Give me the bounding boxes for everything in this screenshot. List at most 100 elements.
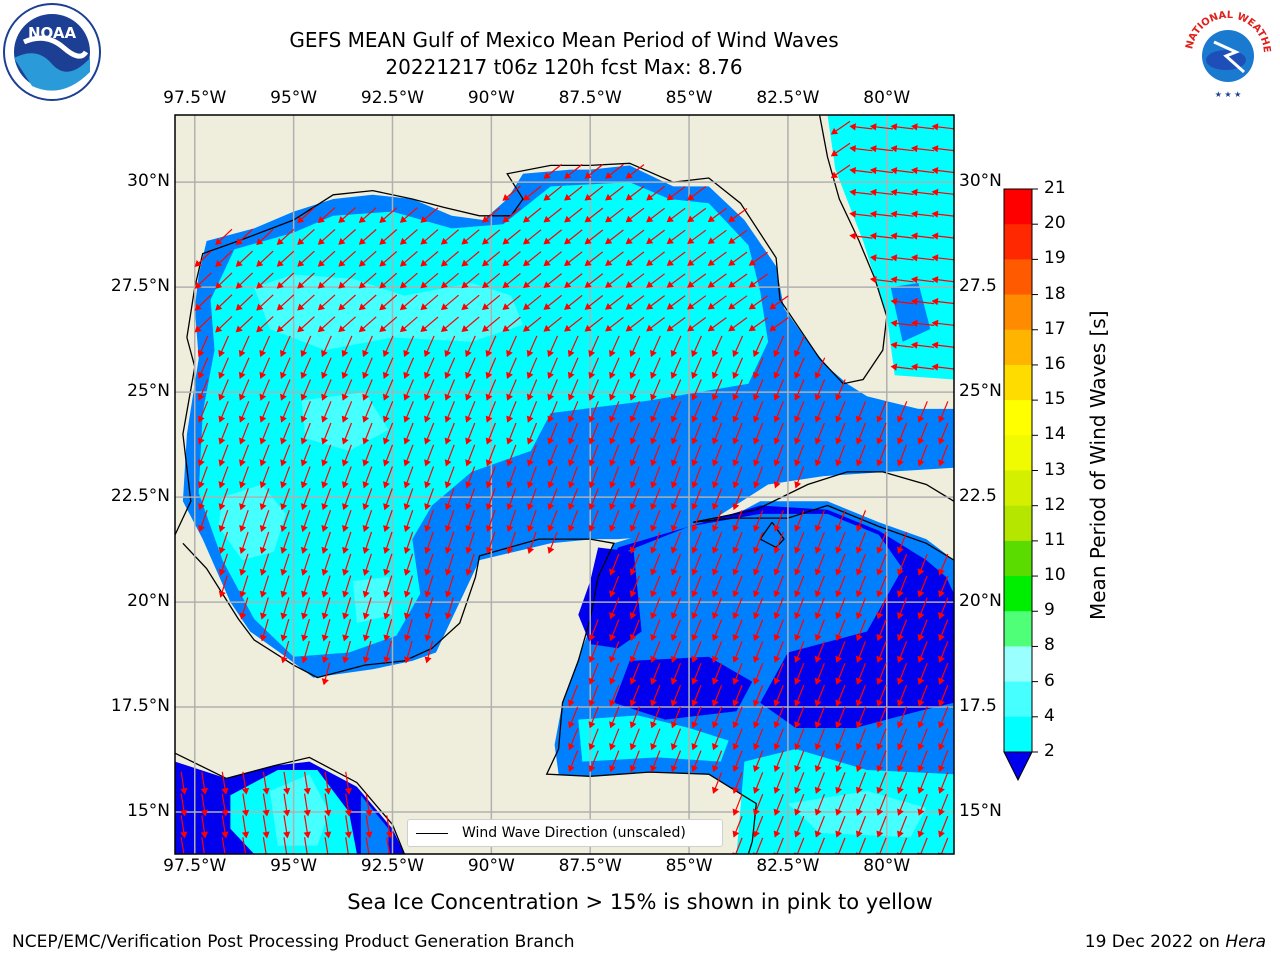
- map-title-line-1: GEFS MEAN Gulf of Mexico Mean Period of …: [289, 28, 839, 52]
- wind-wave-arrow: [835, 772, 846, 794]
- wind-wave-arrow: [403, 488, 414, 511]
- wind-wave-arrow: [876, 728, 887, 751]
- wind-wave-arrow: [567, 357, 579, 379]
- wind-wave-arrow: [855, 401, 867, 423]
- wind-wave-arrow: [931, 341, 954, 349]
- wind-wave-arrow: [342, 619, 352, 642]
- wind-wave-arrow: [605, 229, 624, 245]
- wind-wave-arrow: [301, 619, 310, 642]
- wind-wave-arrow: [197, 335, 209, 358]
- wind-wave-arrow: [588, 466, 599, 489]
- wind-wave-arrow: [691, 335, 702, 358]
- wind-wave-arrow: [303, 815, 311, 839]
- gulf-water-band-6-8-south: [352, 576, 393, 624]
- wind-wave-arrow: [938, 401, 949, 423]
- wind-wave-arrow: [502, 273, 521, 289]
- colorbar-tick-label: 18: [1044, 283, 1066, 304]
- wind-wave-arrow: [358, 207, 377, 223]
- wind-wave-arrow: [687, 186, 707, 201]
- wind-wave-arrow: [465, 379, 476, 401]
- wind-wave-arrow: [794, 466, 805, 489]
- wind-wave-arrow: [235, 228, 254, 246]
- colorbar-tick-label: 8: [1044, 635, 1055, 656]
- wind-wave-arrow: [424, 553, 434, 576]
- wind-wave-arrow: [383, 466, 393, 489]
- wind-wave-arrow: [301, 575, 311, 598]
- wind-wave-arrow: [911, 254, 935, 262]
- wind-wave-arrow: [506, 531, 516, 555]
- wind-wave-arrow: [650, 575, 661, 598]
- wind-wave-arrow: [506, 422, 517, 445]
- wind-wave-arrow: [917, 422, 928, 445]
- wind-wave-arrow: [324, 793, 332, 817]
- wind-wave-arrow: [794, 772, 805, 794]
- wind-wave-arrow: [748, 317, 768, 332]
- wind-wave-arrow: [321, 640, 331, 664]
- wind-wave-arrow: [324, 815, 332, 839]
- wind-wave-arrow: [711, 553, 723, 576]
- wind-wave-arrow: [773, 706, 784, 729]
- wind-wave-arrow: [897, 444, 908, 467]
- wind-wave-arrow: [304, 837, 311, 854]
- wind-wave-arrow: [691, 575, 702, 598]
- wind-wave-arrow: [794, 401, 805, 423]
- wind-wave-arrow: [588, 422, 599, 445]
- wind-wave-arrow: [403, 466, 414, 489]
- wind-wave-arrow: [625, 164, 645, 179]
- wind-wave-arrow: [338, 272, 357, 289]
- wind-wave-arrow: [855, 597, 867, 620]
- wind-wave-arrow: [444, 401, 455, 423]
- atlantic-water-band-2-4: [890, 283, 931, 342]
- sea-ice-note: Sea Ice Concentration > 15% is shown in …: [347, 890, 933, 914]
- wind-wave-arrow: [365, 793, 373, 817]
- wind-wave-arrow: [666, 317, 686, 332]
- wind-wave-arrow: [362, 531, 373, 555]
- lon-label-top: 95°W: [270, 88, 318, 108]
- wind-wave-arrow: [650, 510, 661, 532]
- wind-wave-arrow: [481, 316, 501, 332]
- wind-wave-arrow: [235, 272, 254, 289]
- wind-wave-arrow: [931, 188, 954, 196]
- wind-wave-arrow: [917, 575, 928, 598]
- colorbar-band: [1004, 329, 1032, 366]
- wind-wave-arrow: [568, 706, 579, 729]
- wind-wave-arrow: [215, 272, 233, 289]
- wind-wave-arrow: [917, 619, 928, 642]
- wind-wave-arrow: [440, 229, 459, 245]
- wind-wave-arrow: [321, 531, 331, 555]
- wind-wave-arrow: [358, 316, 377, 333]
- wind-wave-arrow: [650, 444, 661, 467]
- wind-wave-arrow: [605, 251, 624, 267]
- wind-wave-arrow: [502, 316, 521, 332]
- wind-wave-arrow: [506, 335, 517, 358]
- wind-wave-arrow: [629, 444, 640, 467]
- wind-wave-arrow: [280, 619, 290, 642]
- wind-wave-arrow: [444, 597, 454, 620]
- wind-wave-arrow: [506, 444, 517, 467]
- wind-wave-arrow: [420, 294, 439, 311]
- wind-wave-arrow: [239, 422, 250, 445]
- wind-wave-arrow: [461, 294, 480, 311]
- wind-wave-arrow: [341, 379, 353, 401]
- wind-wave-arrow: [300, 379, 312, 401]
- wind-wave-arrow: [218, 335, 230, 358]
- wind-wave-arrow: [938, 444, 949, 467]
- wind-wave-arrow: [876, 401, 887, 423]
- wind-wave-arrow: [297, 272, 315, 289]
- wind-wave-arrow: [876, 422, 887, 445]
- wind-wave-arrow: [403, 575, 413, 598]
- pacific-water-band-2-4: [360, 795, 389, 854]
- wind-wave-arrow: [897, 662, 908, 685]
- wind-wave-arrow: [584, 316, 604, 332]
- wind-wave-arrow: [283, 815, 291, 839]
- wind-wave-arrow: [670, 750, 682, 773]
- wind-wave-arrow: [259, 401, 270, 423]
- pacific-water-band-6-8: [269, 774, 330, 846]
- wind-wave-arrow: [522, 207, 542, 223]
- colorbar-tick-label: 12: [1044, 494, 1066, 515]
- wind-wave-arrow: [567, 335, 579, 358]
- wind-wave-arrow: [239, 488, 249, 511]
- wind-wave-arrow: [773, 335, 785, 358]
- wind-wave-arrow: [588, 357, 600, 379]
- wind-wave-arrow: [753, 815, 764, 838]
